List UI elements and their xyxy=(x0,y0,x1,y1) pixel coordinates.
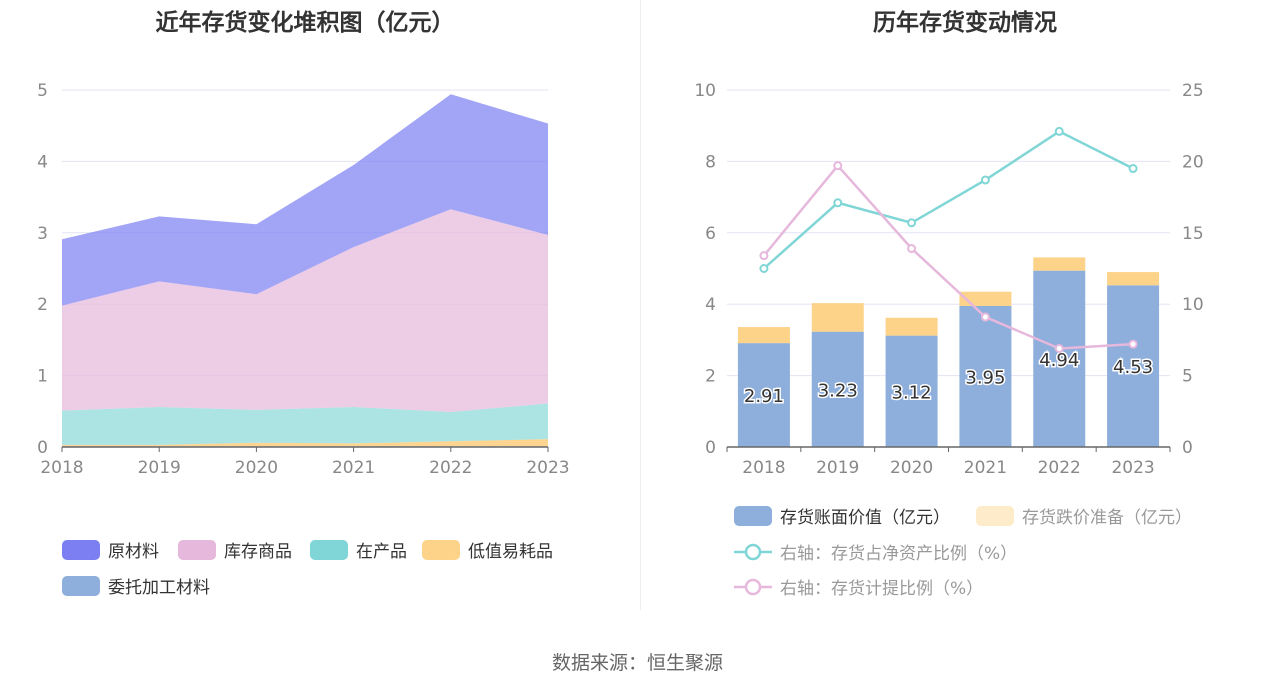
y-tick-label-left: 1 xyxy=(37,367,48,387)
line-series xyxy=(762,163,1134,350)
y-tick-label-right-axis: 10 xyxy=(1182,295,1204,315)
legend-label-right: 右轴：存货占净资产比例（%） xyxy=(780,544,1017,564)
line-point xyxy=(759,251,769,261)
x-tick-label-right: 2020 xyxy=(890,458,933,478)
bar-provision xyxy=(737,327,790,344)
line-point xyxy=(907,218,917,228)
line-point xyxy=(980,175,990,185)
y-tick-label-left: 0 xyxy=(37,438,48,458)
bar-value-label: 3.12 xyxy=(892,382,932,403)
x-tick-label-left: 2021 xyxy=(332,458,375,478)
legend-label-left: 在产品 xyxy=(356,542,407,562)
bar-provision xyxy=(1033,257,1086,271)
y-tick-label-left-axis: 0 xyxy=(705,438,716,458)
stacked-area-chart: 近年存货变化堆积图（亿元） 0 1 2 3 4 5 2018 2019 2020 2021 2022… xyxy=(37,9,569,598)
area-series xyxy=(62,439,548,447)
line-point xyxy=(907,244,917,254)
bar-line-chart: 历年存货变动情况 2.91 3.23 3.12 3.95 4.94 4.53 0 2 4 6 8 1… xyxy=(694,9,1204,599)
y-tick-label-right-axis: 0 xyxy=(1182,438,1193,458)
y-tick-label-left-axis: 8 xyxy=(705,152,716,172)
bar-book-value xyxy=(1033,270,1086,447)
legend-label-right: 右轴：存货计提比例（%） xyxy=(780,579,983,599)
chart-divider xyxy=(640,0,641,610)
y-tick-label-right-axis: 15 xyxy=(1182,224,1204,244)
bar-value-label: 4.53 xyxy=(1113,357,1153,378)
y-tick-label-left-axis: 4 xyxy=(705,295,716,315)
legend-swatch-left xyxy=(422,540,460,560)
bar-book-value xyxy=(885,335,938,447)
bar-value-label: 4.94 xyxy=(1039,350,1079,371)
x-tick-label-left: 2019 xyxy=(138,458,181,478)
x-tick-label-right: 2023 xyxy=(1111,458,1154,478)
line-point xyxy=(1054,343,1064,353)
y-tick-label-left: 3 xyxy=(37,224,48,244)
y-tick-label-right-axis: 20 xyxy=(1182,152,1204,172)
legend-label-left: 原材料 xyxy=(108,542,159,562)
bar-value-label: 3.95 xyxy=(965,367,1005,388)
bar-book-value xyxy=(811,331,864,447)
bar-provision xyxy=(959,291,1012,306)
y-tick-label-right-axis: 25 xyxy=(1182,81,1204,101)
legend-swatch-left xyxy=(178,540,216,560)
line-point xyxy=(759,264,769,273)
bar-provision xyxy=(1107,272,1160,286)
line-point xyxy=(1128,164,1138,174)
bar-value-label: 2.91 xyxy=(744,386,784,407)
bar-provision xyxy=(811,303,864,332)
x-tick-label-left: 2022 xyxy=(429,458,472,478)
line-point xyxy=(1054,126,1064,136)
legend-swatch-left xyxy=(310,540,348,560)
x-tick-label-left: 2023 xyxy=(526,458,569,478)
legend-label-left: 库存商品 xyxy=(224,542,292,562)
x-tick-label-left: 2020 xyxy=(235,458,278,478)
legend-label-left: 低值易耗品 xyxy=(468,542,553,562)
line-point xyxy=(1128,339,1138,349)
legend-swatch-right xyxy=(976,506,1014,526)
legend-swatch-left xyxy=(62,540,100,560)
area-series xyxy=(62,209,548,413)
bar-provision xyxy=(885,317,938,336)
line-point xyxy=(980,312,990,322)
area-series xyxy=(62,403,548,445)
x-tick-label-right: 2022 xyxy=(1038,458,1081,478)
x-tick-label-right: 2019 xyxy=(816,458,859,478)
y-tick-label-right-axis: 5 xyxy=(1182,367,1193,387)
y-tick-label-left-axis: 6 xyxy=(705,224,716,244)
y-tick-label-left: 2 xyxy=(37,295,48,315)
line-point xyxy=(833,161,843,171)
y-tick-label-left: 4 xyxy=(37,152,48,172)
legend-swatch-left xyxy=(62,576,100,596)
chart-title-left: 近年存货变化堆积图（亿元） xyxy=(156,9,455,36)
x-tick-label-left: 2018 xyxy=(40,458,83,478)
bar-book-value xyxy=(1107,285,1160,447)
bar-book-value xyxy=(959,305,1012,447)
legend-marker-right xyxy=(744,543,762,561)
y-tick-label-left-axis: 2 xyxy=(705,367,716,387)
legend-label-left: 委托加工材料 xyxy=(108,578,210,598)
x-tick-label-right: 2018 xyxy=(742,458,785,478)
line-series xyxy=(763,129,1134,270)
x-tick-label-right: 2021 xyxy=(964,458,1007,478)
y-tick-label-left-axis: 10 xyxy=(694,81,716,101)
y-tick-label-left: 5 xyxy=(37,81,48,101)
bar-book-value xyxy=(737,343,790,447)
legend-label-right: 存货跌价准备（亿元） xyxy=(1022,508,1192,528)
chart-title-right: 历年存货变动情况 xyxy=(873,9,1057,36)
bar-value-label: 3.23 xyxy=(818,380,858,401)
legend-label-right: 存货账面价值（亿元） xyxy=(780,508,950,528)
data-source: 数据来源：恒生聚源 xyxy=(551,652,723,674)
legend-swatch-right xyxy=(734,506,772,526)
legend-marker-right xyxy=(744,578,762,596)
area-series xyxy=(62,94,548,306)
line-point xyxy=(833,198,843,208)
